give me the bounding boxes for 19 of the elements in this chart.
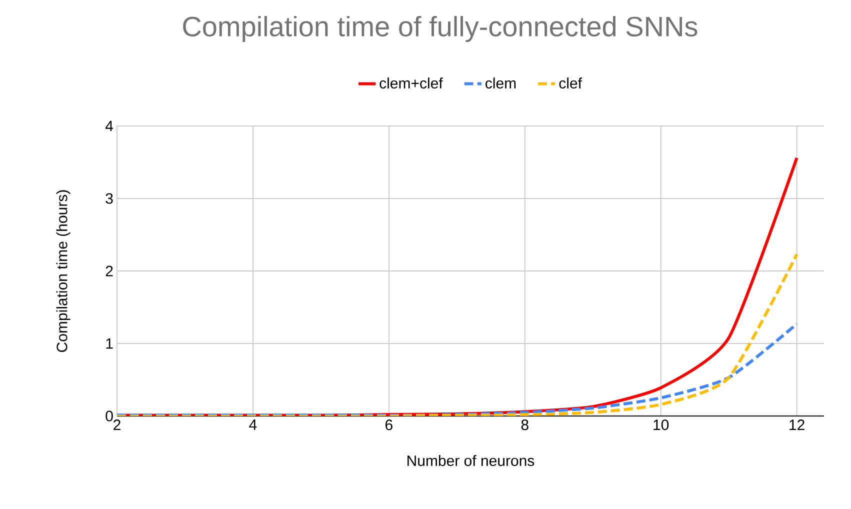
x-tick-label: 10	[654, 420, 669, 430]
y-tick-label: 3	[106, 193, 113, 204]
x-tick-label: 8	[521, 420, 528, 430]
y-tick-label: 2	[106, 266, 113, 276]
x-tick-label: 6	[386, 420, 392, 430]
y-tick-label: 0	[106, 410, 113, 422]
legend-label: clef	[559, 78, 582, 89]
line-series	[117, 252, 798, 416]
legend-label: clem	[486, 78, 516, 89]
x-tick-label: 4	[249, 420, 257, 430]
y-axis-title: Compilation time (hours)	[56, 190, 70, 352]
x-tick-label: 12	[790, 420, 804, 430]
x-axis-title: Number of neurons	[408, 455, 534, 466]
line-series	[117, 322, 798, 416]
y-tick-label: 1	[106, 338, 113, 349]
y-tick-label: 4	[105, 120, 114, 132]
x-tick-label: 2	[114, 420, 120, 430]
legend-label: clem+clef	[380, 78, 443, 89]
chart-title: Compilation time of fully-connected SNNs	[183, 16, 698, 42]
